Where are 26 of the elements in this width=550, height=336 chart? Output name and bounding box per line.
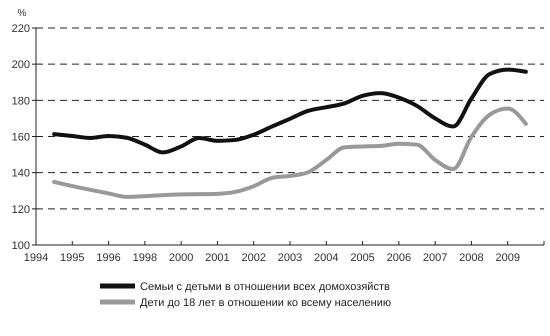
y-tick-label: 180 bbox=[12, 95, 30, 108]
x-tick-label: 1995 bbox=[60, 252, 85, 264]
y-tick-label: 120 bbox=[12, 204, 30, 216]
x-tick-label: 1998 bbox=[132, 252, 158, 264]
x-tick-label: 1994 bbox=[24, 252, 48, 264]
x-tick-label: 2009 bbox=[495, 252, 520, 264]
x-tick-label: 1996 bbox=[96, 252, 121, 264]
y-axis-title: % bbox=[18, 8, 27, 19]
x-tick-label: 2006 bbox=[386, 252, 412, 264]
y-tick-label: 100 bbox=[12, 240, 30, 252]
y-tick-label: 220 bbox=[12, 23, 30, 35]
x-tick-label: 2003 bbox=[278, 252, 302, 264]
x-tick-label: 2005 bbox=[350, 252, 375, 264]
y-tick-label: 200 bbox=[12, 59, 30, 72]
x-tick-label: 2008 bbox=[459, 252, 484, 264]
legend-label: Семьи с детьми в отношении всех домохозяйств bbox=[140, 281, 390, 293]
y-tick-label: 160 bbox=[12, 132, 30, 144]
x-tick-label: 2002 bbox=[241, 252, 266, 264]
x-tick-label: 2001 bbox=[205, 252, 230, 264]
x-tick-label: 2004 bbox=[314, 252, 339, 264]
legend-label: Дети до 18 лет в отношении ко всему населению bbox=[140, 297, 392, 309]
line-series bbox=[52, 106, 528, 199]
x-tick-label: 2007 bbox=[422, 252, 448, 264]
line-series bbox=[52, 68, 528, 154]
x-tick-label: 2000 bbox=[168, 252, 194, 264]
y-tick-label: 140 bbox=[12, 168, 30, 180]
